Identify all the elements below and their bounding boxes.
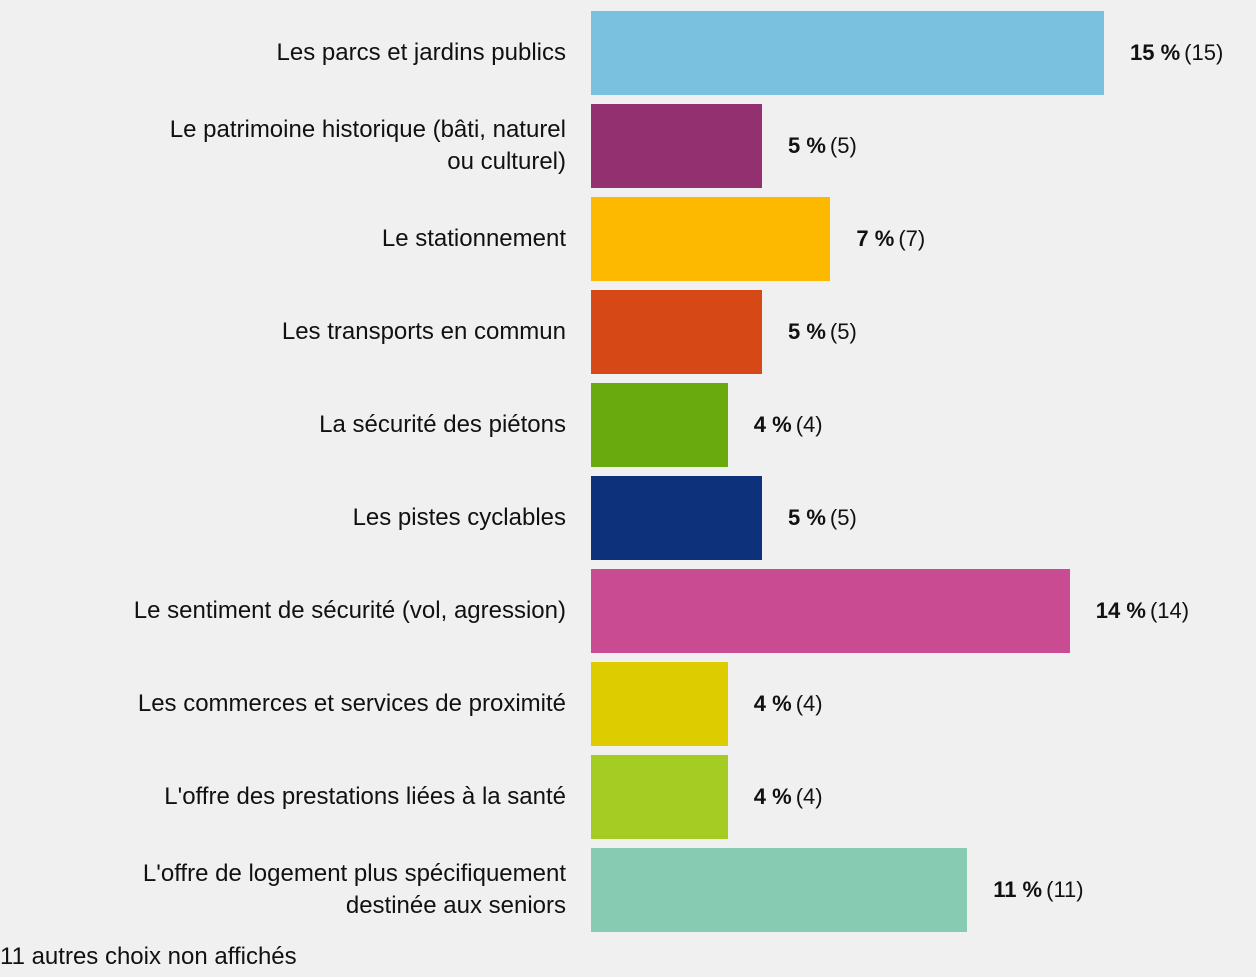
percent-label: 14 % [1095, 598, 1146, 623]
data-label: 14 % (14) [1096, 569, 1189, 653]
bar [591, 383, 728, 467]
bar [591, 476, 762, 560]
category-label: La sécurité des piétons [319, 411, 566, 438]
data-label: 5 % (5) [788, 104, 857, 188]
count-label: (4) [795, 691, 823, 716]
count-label: (15) [1184, 40, 1224, 65]
percent-label: 15 % [1130, 40, 1181, 65]
count-label: (5) [829, 505, 857, 530]
data-label: 5 % (5) [788, 476, 857, 560]
bar [591, 755, 728, 839]
category-label: Les transports en commun [281, 318, 566, 345]
percent-label: 5 % [788, 319, 826, 344]
percent-label: 5 % [788, 505, 826, 530]
data-label: 15 % (15) [1130, 11, 1223, 95]
category-label: Les pistes cyclables [352, 504, 566, 531]
count-label: (7) [898, 226, 926, 251]
category-label: L'offre de logement plus spécifiquement … [142, 860, 566, 919]
count-label: (5) [829, 133, 857, 158]
category-label: Les parcs et jardins publics [276, 39, 566, 66]
bar [591, 848, 968, 932]
data-label: 11 % (11) [993, 848, 1083, 932]
category-label: Le sentiment de sécurité (vol, agression… [133, 597, 566, 624]
data-label: 4 % (4) [754, 662, 823, 746]
footnote: 11 autres choix non affichés [0, 943, 297, 970]
percent-label: 7 % [856, 226, 895, 251]
bar [591, 197, 831, 281]
count-label: (5) [829, 319, 857, 344]
percent-label: 4 % [753, 784, 792, 809]
count-label: (4) [795, 412, 823, 437]
bar [591, 569, 1070, 653]
category-label: Le stationnement [381, 225, 566, 252]
count-label: (14) [1149, 598, 1190, 623]
category-label: Les commerces et services de proximité [137, 690, 566, 717]
bar [591, 104, 762, 188]
bar [591, 11, 1104, 95]
category-label: Le patrimoine historique (bâti, naturel … [169, 116, 566, 175]
percent-label: 4 % [753, 412, 792, 437]
count-label: (11) [1046, 877, 1084, 902]
count-label: (4) [795, 784, 823, 809]
percent-label: 5 % [788, 133, 826, 158]
category-label: L'offre des prestations liées à la santé [164, 783, 566, 810]
data-label: 7 % (7) [856, 197, 925, 281]
data-label: 5 % (5) [788, 290, 857, 374]
percent-label: 4 % [753, 691, 792, 716]
data-label: 4 % (4) [754, 755, 823, 839]
bar [591, 662, 728, 746]
data-label: 4 % (4) [754, 383, 823, 467]
percent-label: 11 % [993, 877, 1043, 902]
bar [591, 290, 762, 374]
